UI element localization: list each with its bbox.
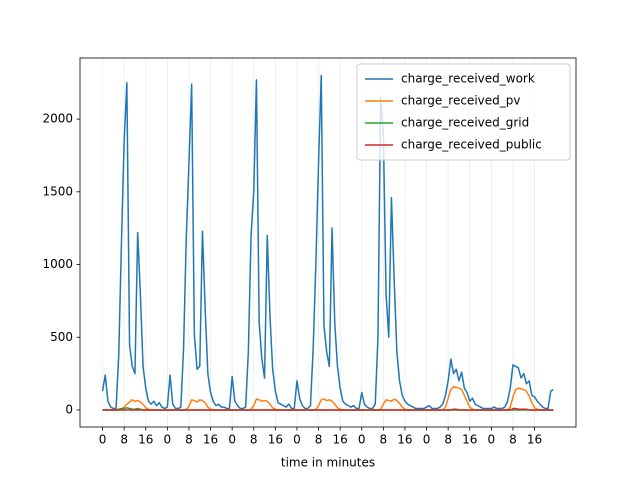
legend: charge_received_work charge_received_pvch…	[356, 63, 571, 161]
plot-area	[101, 58, 554, 427]
series-line	[102, 407, 554, 411]
series-line	[101, 74, 554, 410]
x-tick-label: 0	[164, 433, 172, 447]
x-tick-label: 16	[203, 433, 218, 447]
x-tick-label: 8	[250, 433, 258, 447]
legend-label: charge_received_pv	[401, 94, 520, 108]
x-tick-label: 0	[99, 433, 107, 447]
x-tick-label: 0	[423, 433, 431, 447]
x-tick-label: 16	[462, 433, 477, 447]
x-tick-label: 8	[509, 433, 517, 447]
x-axis-label: time in minutes	[281, 456, 375, 470]
legend-label: charge_received_public	[401, 138, 542, 152]
x-tick-label: 8	[120, 433, 128, 447]
y-tick-label: 2000	[42, 112, 73, 126]
series-line	[102, 385, 554, 411]
y-tick-label: 500	[50, 330, 73, 344]
x-tick-label: 8	[315, 433, 323, 447]
x-tick-label: 8	[185, 433, 193, 447]
x-tick-label: 0	[293, 433, 301, 447]
legend-label: charge_received_grid	[401, 116, 529, 130]
x-tick-label: 0	[228, 433, 236, 447]
x-tick-label: 16	[268, 433, 283, 447]
x-tick-label: 16	[527, 433, 542, 447]
x-tick-label: 8	[380, 433, 388, 447]
x-tick-label: 0	[488, 433, 496, 447]
legend-label: charge_received_work	[401, 72, 535, 86]
y-tick-label: 1000	[42, 257, 73, 271]
y-tick-label: 0	[65, 402, 73, 416]
axes-frame	[79, 57, 577, 428]
x-tick-label: 16	[333, 433, 348, 447]
y-tick-label: 1500	[42, 184, 73, 198]
x-tick-label: 8	[444, 433, 452, 447]
legend-box	[356, 63, 571, 161]
x-tick-label: 16	[397, 433, 412, 447]
x-tick-label: 0	[358, 433, 366, 447]
x-tick-label: 16	[138, 433, 153, 447]
